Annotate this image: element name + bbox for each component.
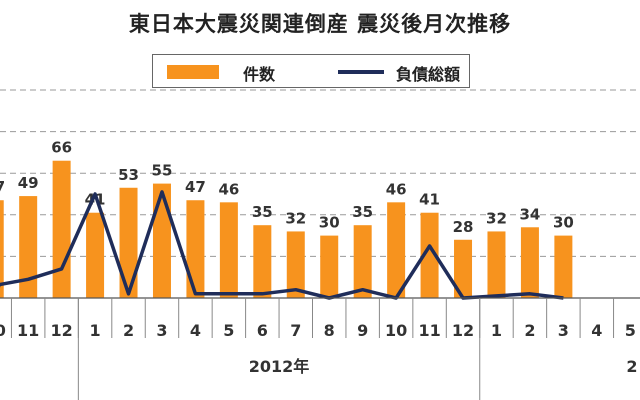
x-tick-label-12: 10: [385, 321, 407, 340]
bar-value-label-8: 35: [252, 203, 273, 221]
x-tick-label-3: 1: [90, 321, 101, 340]
x-tick-label-15: 1: [491, 321, 502, 340]
bar-value-label-5: 55: [152, 162, 173, 180]
bar-value-label-4: 53: [118, 166, 139, 184]
bar-8: [253, 225, 272, 298]
bar-10: [320, 235, 339, 298]
bar-value-label-10: 30: [319, 214, 340, 232]
bar-value-label-9: 32: [285, 209, 306, 227]
bar-11: [353, 225, 372, 298]
bar-value-label-7: 46: [218, 180, 239, 198]
bar-9: [286, 231, 305, 298]
bar-16: [520, 227, 539, 298]
legend-line-swatch: [338, 70, 384, 74]
bar-7: [219, 202, 238, 298]
x-tick-label-14: 12: [452, 321, 474, 340]
x-tick-label-6: 4: [190, 321, 201, 340]
bar-value-label-14: 28: [453, 218, 474, 236]
bar-1: [19, 196, 38, 298]
bar-17: [554, 235, 573, 298]
x-tick-label-11: 9: [357, 321, 368, 340]
bar-value-label-16: 34: [519, 205, 540, 223]
bar-value-label-6: 47: [185, 178, 206, 196]
year-label-0: 2012年: [249, 357, 310, 376]
legend-label-debt: 負債総額: [396, 65, 461, 84]
bar-5: [152, 183, 171, 298]
bar-value-label-1: 49: [18, 174, 39, 192]
bar-value-label-12: 46: [386, 180, 407, 198]
x-tick-label-9: 7: [290, 321, 301, 340]
bar-value-label-13: 41: [419, 191, 440, 209]
bar-3: [86, 212, 105, 298]
bar-value-label-0: 47: [0, 178, 5, 196]
bar-value-label-2: 66: [51, 139, 72, 157]
x-tick-label-18: 4: [591, 321, 602, 340]
bar-13: [420, 212, 439, 298]
year-label-1: 2: [626, 357, 637, 376]
x-tick-label-17: 3: [558, 321, 569, 340]
legend-bar-swatch: [167, 65, 219, 79]
bar-4: [119, 187, 138, 298]
x-tick-label-5: 3: [156, 321, 167, 340]
bar-6: [186, 200, 205, 298]
x-tick-label-19: 5: [625, 321, 636, 340]
bar-value-label-15: 32: [486, 209, 507, 227]
bar-14: [454, 239, 473, 298]
bar-value-label-17: 30: [553, 214, 574, 232]
x-tick-label-2: 12: [50, 321, 72, 340]
x-tick-label-16: 2: [524, 321, 535, 340]
bar-0: [0, 200, 4, 298]
x-tick-label-8: 6: [257, 321, 268, 340]
x-tick-label-7: 5: [223, 321, 234, 340]
x-tick-label-4: 2: [123, 321, 134, 340]
x-tick-label-0: 10: [0, 321, 6, 340]
x-tick-label-13: 11: [418, 321, 440, 340]
x-tick-label-1: 11: [17, 321, 39, 340]
bar-value-label-11: 35: [352, 203, 373, 221]
bar-15: [487, 231, 506, 298]
chart-title: 東日本大震災関連倒産 震災後月次推移: [128, 12, 512, 36]
legend: 件数 負債総額: [152, 54, 470, 88]
legend-label-count: 件数: [243, 65, 276, 84]
bar-12: [387, 202, 406, 298]
bar-2: [52, 160, 71, 298]
x-tick-label-10: 8: [324, 321, 335, 340]
